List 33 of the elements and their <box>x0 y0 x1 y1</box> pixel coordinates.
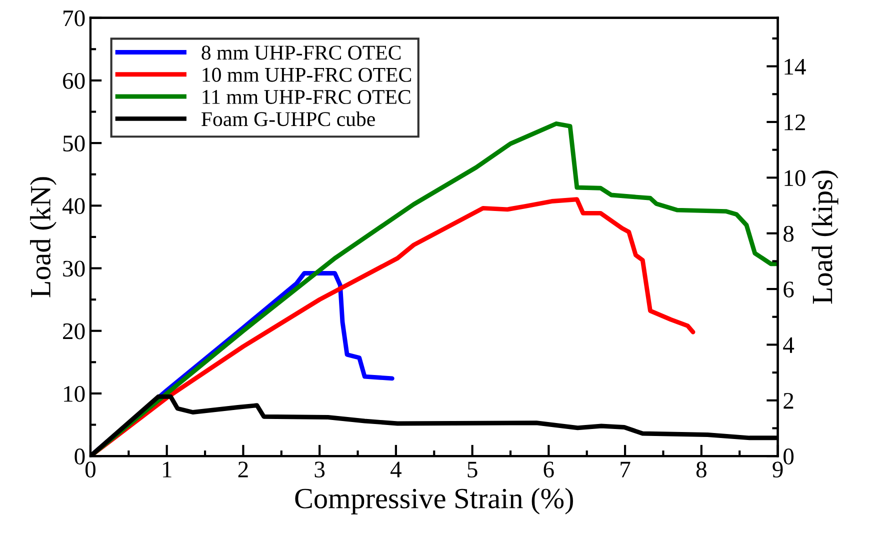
y-tick-label: 70 <box>64 10 85 26</box>
x-axis-title: Compressive Strain (%) <box>295 488 573 514</box>
x-tick-label: 2 <box>238 462 248 478</box>
y-tick-label: 60 <box>63 72 85 89</box>
x-tick-label: 8 <box>696 462 706 478</box>
legend-label: 8 mm UHP-FRC OTEC <box>202 46 401 60</box>
x-tick-label: 5 <box>468 462 478 478</box>
legend-label: 10 mm UHP-FRC OTEC <box>202 68 411 82</box>
y2-tick-label: 2 <box>784 392 794 409</box>
y2-tick-label: 12 <box>784 114 805 130</box>
y-tick-label: 40 <box>62 198 85 214</box>
y-tick-label: 0 <box>74 448 85 464</box>
y2-tick-label: 14 <box>784 58 806 74</box>
y-axis-title: Load (kN) <box>30 177 56 298</box>
x-tick-label: 6 <box>544 462 554 478</box>
legend-label: Foam G-UHPC cube <box>201 112 375 126</box>
y2-tick-label: 6 <box>784 282 794 298</box>
legend-label: 11 mm UHP-FRC OTEC <box>202 90 410 104</box>
x-tick-label: 3 <box>314 462 325 478</box>
x-tick-label: 1 <box>163 462 172 478</box>
y-tick-label: 20 <box>63 323 85 340</box>
y2-tick-label: 4 <box>783 337 794 353</box>
y2-tick-label: 10 <box>784 170 806 186</box>
x-tick-label: 7 <box>620 462 630 478</box>
y-tick-label: 10 <box>64 386 85 402</box>
x-tick-label: 4 <box>390 462 402 478</box>
x-tick-label: 0 <box>85 462 96 478</box>
y-tick-label: 30 <box>63 260 85 277</box>
y2-tick-label: 0 <box>784 448 794 464</box>
y2-tick-label: 8 <box>784 226 794 242</box>
y-tick-label: 50 <box>63 136 85 152</box>
y2-axis-title: Load (kips) <box>812 170 838 304</box>
x-tick-label: 9 <box>772 462 783 478</box>
